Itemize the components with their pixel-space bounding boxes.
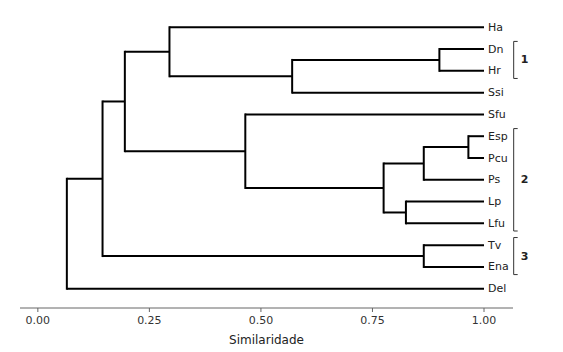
leaf-branch <box>468 157 484 159</box>
node-connector <box>383 163 385 212</box>
branch <box>125 150 245 152</box>
branch <box>424 146 469 148</box>
node-connector <box>438 49 440 71</box>
leaf-branch <box>292 92 484 94</box>
leaf-branch <box>424 179 484 181</box>
group-bracket <box>514 41 518 78</box>
node-connector <box>66 179 68 289</box>
leaf-branch <box>406 222 484 224</box>
branch <box>292 59 439 61</box>
branch <box>103 255 424 257</box>
x-axis: 0.00 0.25 0.50 0.75 1.00 Similaridade <box>20 308 513 347</box>
group-bracket <box>514 238 518 275</box>
tick-label: 0.50 <box>249 314 274 327</box>
leaf-branch <box>439 48 484 50</box>
leaf-label: Pcu <box>488 152 508 165</box>
group-bracket <box>514 129 518 231</box>
leaf-branch <box>424 244 484 246</box>
node-connector <box>405 202 407 224</box>
node-connector <box>124 52 126 151</box>
tick <box>149 308 150 312</box>
leaf-branch <box>424 266 484 268</box>
tick-label: 0.75 <box>360 314 385 327</box>
leaf-label: Sfu <box>488 108 506 121</box>
branch <box>103 100 125 102</box>
node-connector <box>244 114 246 188</box>
tick <box>37 308 38 312</box>
chart-container: Ha Dn Hr Ssi Sfu Esp Pcu Ps Lp Lfu Tv Ena Del 1 2 3 0.00… <box>0 0 563 352</box>
tick <box>260 308 261 312</box>
node-connector <box>102 101 104 256</box>
leaf-branch <box>406 201 484 203</box>
leaf-label: Ssi <box>488 86 504 99</box>
leaf-branch <box>439 70 484 72</box>
tick <box>372 308 373 312</box>
leaf-label: Lp <box>488 195 501 208</box>
x-axis-label: Similaridade <box>229 333 304 347</box>
group-label: 1 <box>521 53 529 66</box>
group-label: 2 <box>521 173 529 186</box>
leaf-branch <box>67 288 484 290</box>
leaf-branch <box>169 26 484 28</box>
leaf-branch <box>245 113 484 115</box>
group-label: 3 <box>521 250 529 263</box>
node-connector <box>467 136 469 158</box>
node-connector <box>168 27 170 76</box>
node-connector <box>423 147 425 180</box>
leaf-label: Esp <box>488 130 508 143</box>
branch <box>125 51 170 53</box>
branch <box>169 75 292 77</box>
tick-label: 0.00 <box>26 314 51 327</box>
branch <box>384 162 424 164</box>
branch <box>245 187 383 189</box>
axis-line <box>20 308 513 309</box>
node-connector <box>291 60 293 93</box>
tick-label: 1.00 <box>472 314 497 327</box>
tick-label: 0.25 <box>137 314 162 327</box>
leaf-label: Tv <box>487 239 502 252</box>
leaf-label: Lfu <box>488 217 505 230</box>
leaf-label: Ha <box>488 21 503 34</box>
leaf-label: Dn <box>488 43 503 56</box>
leaf-label: Del <box>488 282 506 295</box>
branch <box>384 211 406 213</box>
leaf-branch <box>468 135 484 137</box>
leaf-label: Hr <box>488 64 501 77</box>
node-connector <box>423 245 425 267</box>
leaf-label: Ps <box>488 173 500 186</box>
groups: 1 2 3 <box>514 41 529 274</box>
dendrogram <box>67 27 484 288</box>
chart: Ha Dn Hr Ssi Sfu Esp Pcu Ps Lp Lfu Tv Ena Del 1 2 3 0.00… <box>0 0 563 352</box>
leaf-labels: Ha Dn Hr Ssi Sfu Esp Pcu Ps Lp Lfu Tv Ena Del <box>487 21 509 295</box>
tick <box>484 308 485 312</box>
branch <box>67 178 103 180</box>
leaf-label: Ena <box>488 260 509 273</box>
